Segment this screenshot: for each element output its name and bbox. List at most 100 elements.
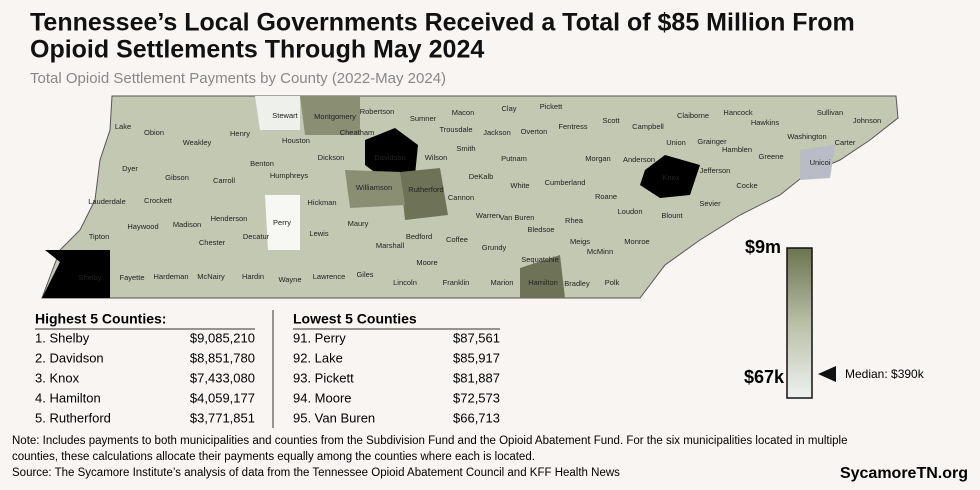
county-shape bbox=[520, 255, 565, 298]
county-label: Smith bbox=[456, 144, 475, 153]
county-label: Knox bbox=[662, 173, 679, 182]
county-label: Fentress bbox=[558, 122, 587, 131]
row-label: 92. Lake bbox=[293, 350, 343, 365]
county-label: Gibson bbox=[165, 173, 189, 182]
county-label: Scott bbox=[602, 116, 620, 125]
note-line: Note: Includes payments to both municipa… bbox=[12, 435, 848, 447]
county-label: Van Buren bbox=[500, 213, 535, 222]
county-label: Cheatham bbox=[340, 128, 375, 137]
county-label: Overton bbox=[521, 127, 548, 136]
row-label: 5. Rutherford bbox=[35, 410, 111, 425]
county-label: Roane bbox=[595, 192, 617, 201]
county-label: Grainger bbox=[697, 137, 727, 146]
county-label: Decatur bbox=[243, 232, 270, 241]
county-shape bbox=[640, 155, 700, 198]
row-label: 93. Pickett bbox=[293, 370, 354, 385]
county-label: Pickett bbox=[540, 102, 563, 111]
county-label: Cumberland bbox=[545, 178, 586, 187]
county-label: Hancock bbox=[723, 108, 752, 117]
county-label: Marshall bbox=[376, 241, 405, 250]
county-label: Lake bbox=[115, 122, 131, 131]
county-label: Fayette bbox=[119, 273, 144, 282]
county-label: Blount bbox=[661, 211, 683, 220]
row-value: $7,433,080 bbox=[190, 370, 255, 385]
row-label: 4. Hamilton bbox=[35, 390, 101, 405]
tables: 1. Shelby $9,085,210 2. Davidson $8,851,780… bbox=[35, 330, 500, 425]
county-label: Monroe bbox=[624, 237, 649, 246]
county-label: Unicoi bbox=[810, 158, 831, 167]
county-label: Coffee bbox=[446, 235, 468, 244]
county-label: Grundy bbox=[482, 243, 507, 252]
county-label: Jefferson bbox=[700, 166, 731, 175]
county-label: Davidson bbox=[374, 153, 405, 162]
county-label: Cocke bbox=[736, 181, 757, 190]
state-outline bbox=[41, 95, 899, 299]
county-label: Marion bbox=[491, 278, 514, 287]
county-label: Stewart bbox=[272, 111, 298, 120]
county-label: Rutherford bbox=[408, 185, 443, 194]
source: Source: The Sycamore Institute’s analysi… bbox=[12, 467, 620, 479]
row-value: $66,713 bbox=[453, 410, 500, 425]
county-label: Wayne bbox=[278, 275, 301, 284]
brand: SycamoreTN.org bbox=[840, 465, 968, 482]
county-label: Hardin bbox=[242, 272, 264, 281]
county-label: Lewis bbox=[309, 229, 328, 238]
row-value: $85,917 bbox=[453, 350, 500, 365]
county-label: Dickson bbox=[318, 153, 345, 162]
county-label: Sumner bbox=[410, 114, 437, 123]
county-label: DeKalb bbox=[469, 172, 494, 181]
row-label: 2. Davidson bbox=[35, 350, 104, 365]
county-label: Maury bbox=[348, 219, 369, 228]
county-label: Sullivan bbox=[817, 108, 843, 117]
county-label: Claiborne bbox=[677, 111, 709, 120]
subtitle: Total Opioid Settlement Payments by Coun… bbox=[30, 70, 446, 87]
legend-median: Median: $390k bbox=[845, 367, 925, 381]
county-label: Hamblen bbox=[722, 145, 752, 154]
county-shape bbox=[265, 195, 300, 250]
county-shape bbox=[255, 96, 300, 130]
county-label: Lauderdale bbox=[88, 197, 126, 206]
county-label: Lawrence bbox=[313, 272, 346, 281]
county-shape bbox=[400, 168, 448, 220]
county-label: Washington bbox=[787, 132, 826, 141]
county-label: Putnam bbox=[501, 154, 527, 163]
title-line: Opioid Settlements Through May 2024 bbox=[30, 36, 484, 64]
county-label: McNairy bbox=[197, 272, 225, 281]
county-label: Sequatchie bbox=[521, 255, 559, 264]
legend-gradient bbox=[786, 247, 813, 399]
median-arrow bbox=[818, 366, 836, 382]
table-title: Highest 5 Counties: bbox=[35, 311, 166, 327]
row-value: $81,887 bbox=[453, 370, 500, 385]
county-label: Trousdale bbox=[439, 125, 472, 134]
county-label: Williamson bbox=[356, 183, 392, 192]
county-shape bbox=[42, 250, 110, 298]
row-label: 1. Shelby bbox=[35, 330, 90, 345]
county-label: Moore bbox=[416, 258, 437, 267]
county-label: Houston bbox=[282, 136, 310, 145]
county-label: Henry bbox=[230, 129, 250, 138]
county-label: Jackson bbox=[483, 128, 511, 137]
county-label: Hardeman bbox=[153, 272, 188, 281]
county-label: Johnson bbox=[853, 116, 881, 125]
row-value: $4,059,177 bbox=[190, 390, 255, 405]
county-label: Tipton bbox=[89, 232, 110, 241]
county-label: Cannon bbox=[448, 193, 474, 202]
county-label: Dyer bbox=[122, 164, 138, 173]
county-label: Clay bbox=[501, 104, 516, 113]
table-title: Lowest 5 Counties bbox=[293, 311, 417, 327]
county-label: Haywood bbox=[127, 222, 158, 231]
county-label: Campbell bbox=[632, 122, 664, 131]
county-label: Loudon bbox=[617, 207, 642, 216]
county-label: White bbox=[510, 181, 529, 190]
county-label: Rhea bbox=[565, 216, 584, 225]
row-value: $8,851,780 bbox=[190, 350, 255, 365]
county-label: Shelby bbox=[79, 273, 102, 282]
county-label: Henderson bbox=[211, 214, 248, 223]
county-label: Macon bbox=[452, 108, 475, 117]
county-label: Union bbox=[666, 138, 686, 147]
legend-min: $67k bbox=[744, 367, 785, 387]
county-label: Greene bbox=[758, 152, 783, 161]
row-label: 3. Knox bbox=[35, 370, 80, 385]
county-shape bbox=[300, 96, 360, 135]
